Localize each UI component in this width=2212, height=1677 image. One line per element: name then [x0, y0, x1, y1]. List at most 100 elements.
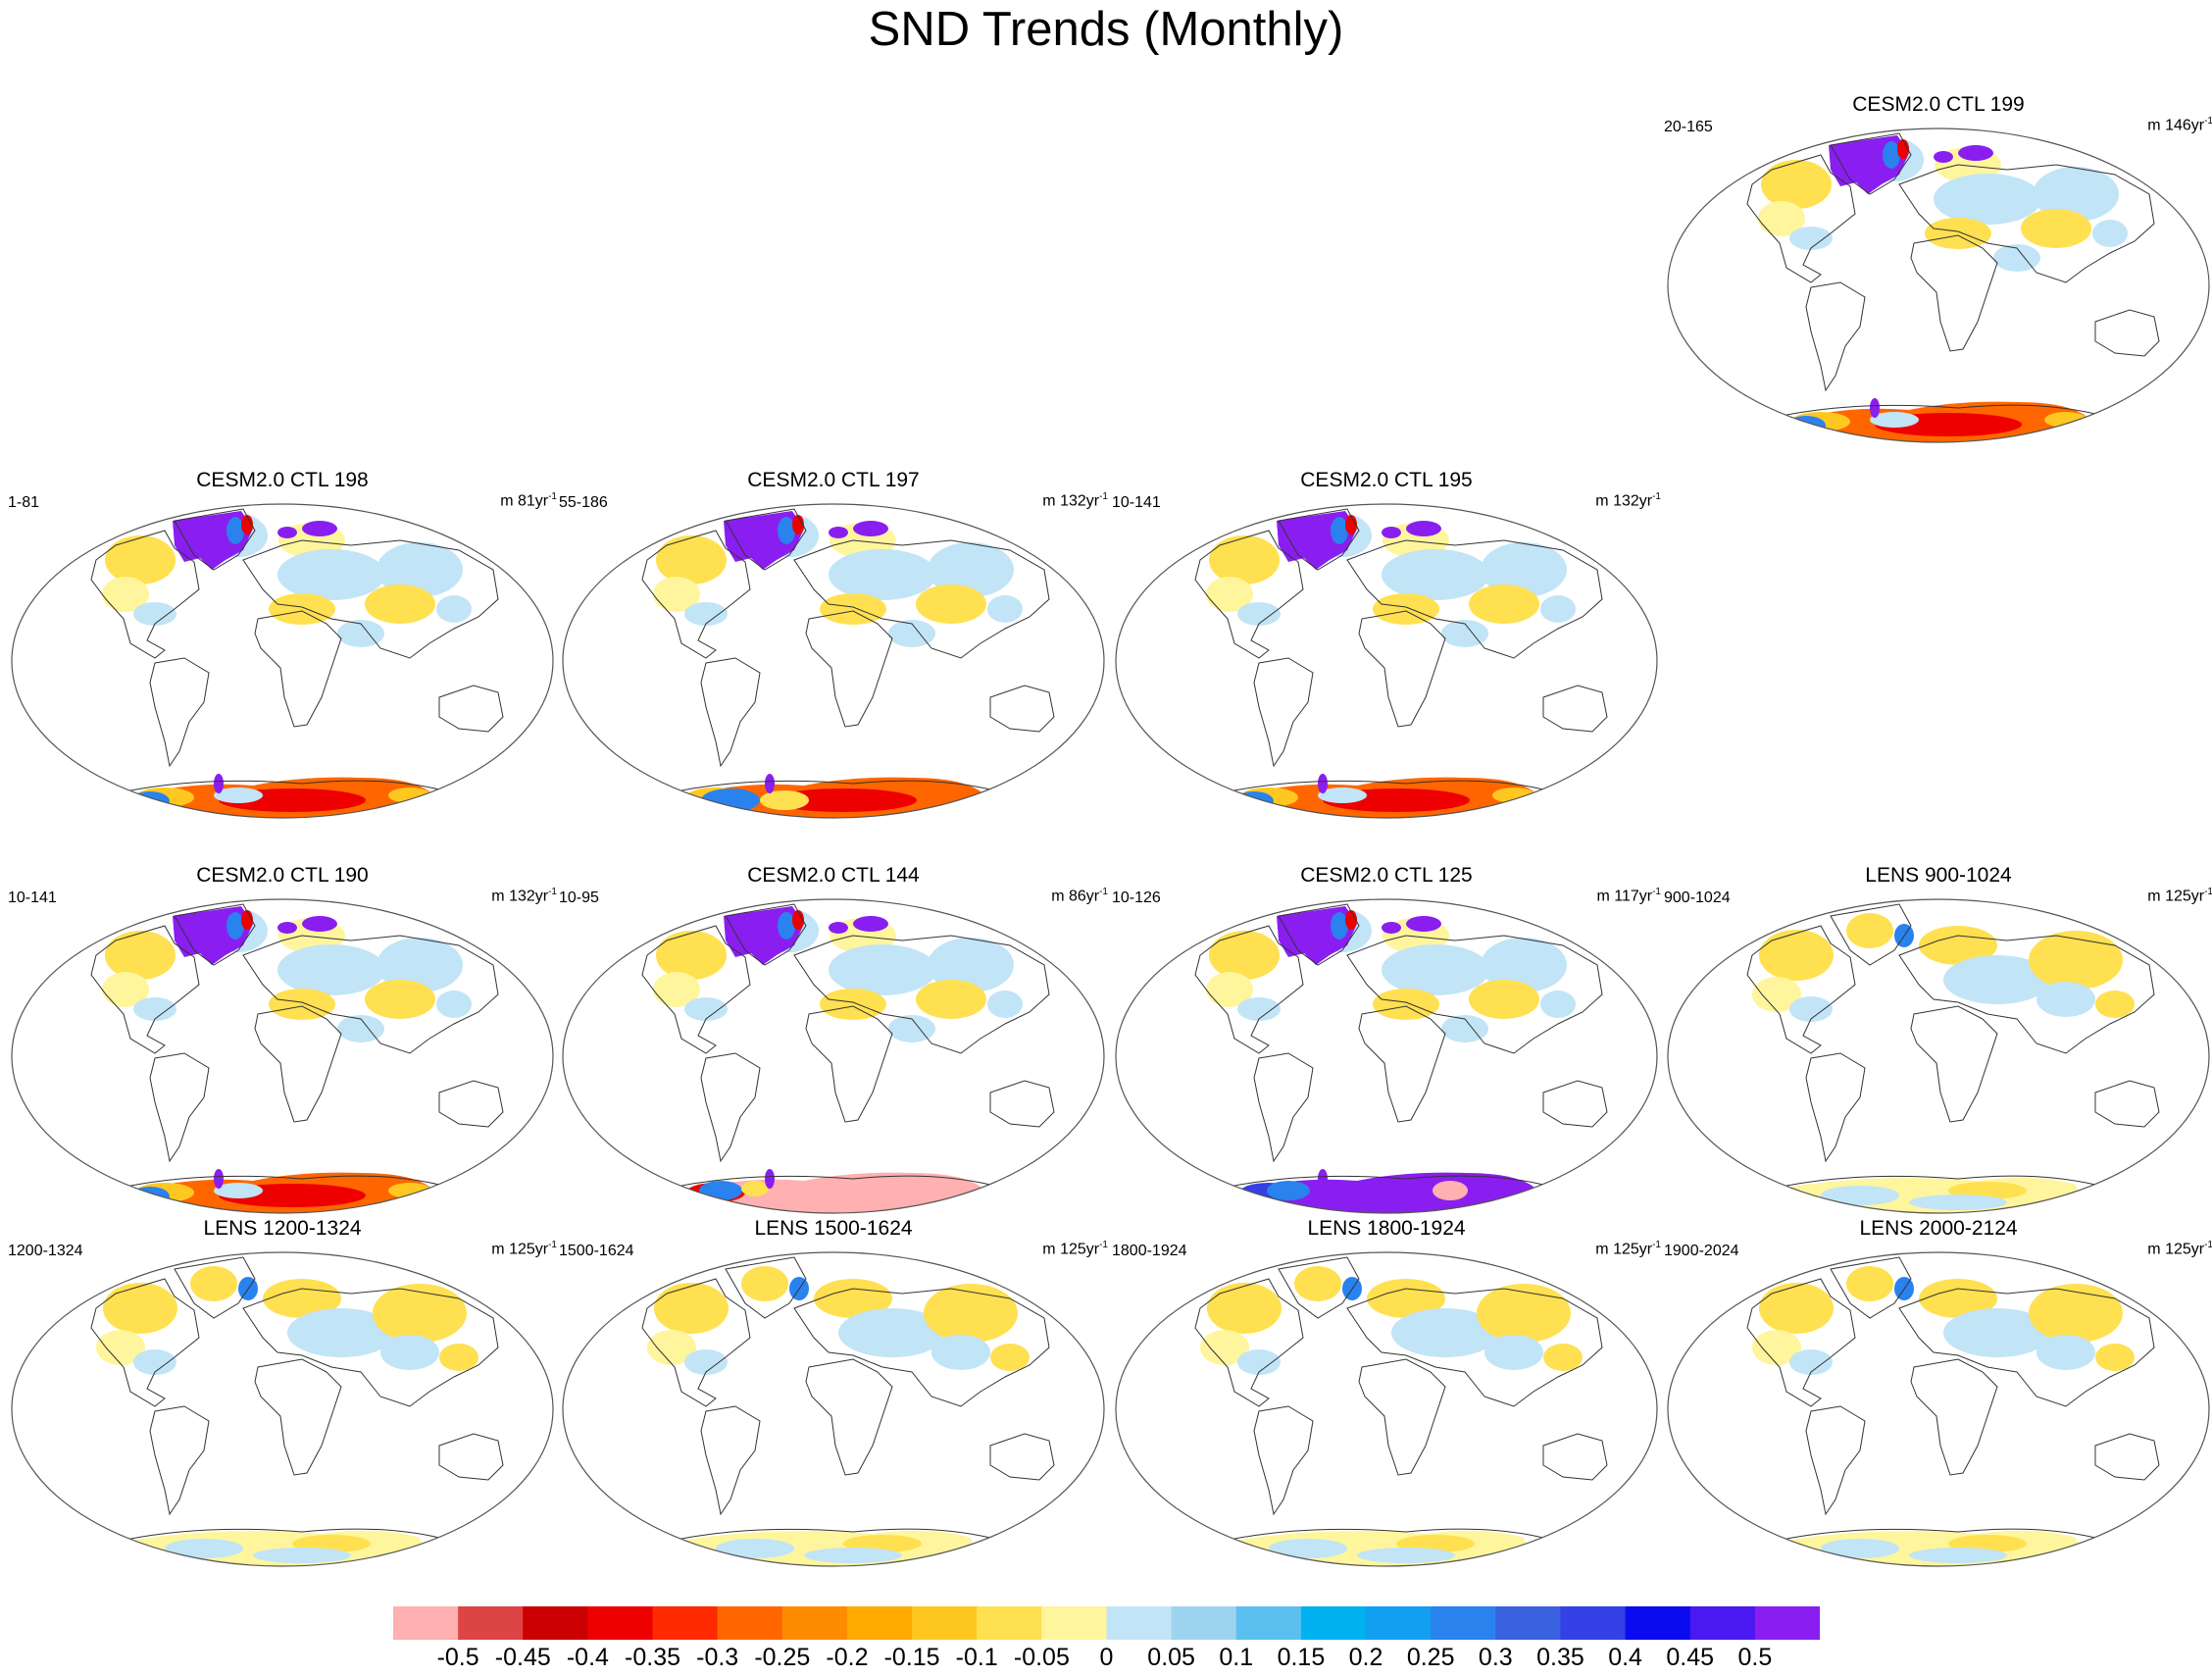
panel-title: CESM2.0 CTL 125 — [1300, 864, 1473, 887]
south-america-outline — [1253, 1405, 1314, 1516]
panel-units-text: m 125yr — [2147, 888, 2205, 905]
shading-patch — [1752, 1330, 1801, 1365]
shading-patch — [241, 910, 253, 930]
greenland-outline — [174, 903, 256, 966]
colorbar-tick-label: -0.25 — [754, 1644, 811, 1671]
south-america-outline — [1805, 1405, 1866, 1516]
colorbar-tick-label: 0.1 — [1219, 1644, 1254, 1671]
panel-units-text: m 132yr — [1042, 492, 1100, 510]
shading-patch — [1209, 931, 1280, 980]
shading-patch — [1477, 1284, 1571, 1343]
shading-patch — [165, 1539, 243, 1558]
shading-patch — [684, 1349, 728, 1375]
shading-patch — [253, 1548, 351, 1563]
shading-patch — [1382, 944, 1489, 995]
shading-patch — [1234, 791, 1274, 811]
colorbar-tick-label: 0.2 — [1348, 1644, 1383, 1671]
shading-patch — [1373, 593, 1439, 625]
shading-patch — [1897, 139, 1909, 159]
shading-patch — [1909, 1194, 2007, 1210]
colorbar-tick-label: 0 — [1099, 1644, 1114, 1671]
africa-outline — [254, 1005, 342, 1123]
shading-patch — [130, 791, 170, 811]
eurasia-outline — [1898, 164, 2155, 283]
colorbar-swatch — [977, 1606, 1042, 1640]
shading-patch — [241, 515, 253, 534]
colorbar-tick-label: 0.3 — [1478, 1644, 1513, 1671]
map-border — [1115, 1251, 1658, 1567]
panel-units-text: m 132yr — [491, 888, 549, 905]
shading-patch — [1543, 1344, 1583, 1371]
colorbar-tick-label: 0.25 — [1406, 1644, 1455, 1671]
shading-patch — [853, 916, 888, 932]
shading-patch — [302, 916, 337, 932]
south-america-outline — [149, 1052, 210, 1163]
panel-years-label: 10-95 — [559, 889, 599, 906]
shading-patch — [1759, 1283, 1834, 1334]
africa-outline — [1358, 1358, 1446, 1476]
shading-patch — [130, 1187, 170, 1206]
australia-outline — [989, 1433, 1055, 1481]
shading-patch — [1406, 916, 1441, 932]
shading-patch — [814, 1279, 892, 1318]
australia-outline — [2094, 309, 2160, 357]
map-border — [562, 898, 1105, 1214]
shading-patch — [1481, 542, 1567, 597]
shading-patch — [1345, 910, 1357, 930]
map-border — [11, 503, 554, 819]
colorbar-tick-label: -0.15 — [883, 1644, 940, 1671]
colorbar-tick-label: -0.35 — [625, 1644, 681, 1671]
south-america-outline — [149, 1405, 210, 1516]
map-border — [1115, 503, 1658, 819]
greenland-outline — [1278, 508, 1360, 571]
colorbar-swatch — [1171, 1606, 1237, 1640]
antarctica-outline — [125, 780, 440, 792]
shading-patch — [770, 788, 917, 812]
shading-patch — [765, 1169, 775, 1189]
panel-title: CESM2.0 CTL 198 — [196, 469, 369, 491]
map-border — [1667, 898, 2210, 1214]
shading-patch — [1540, 595, 1576, 623]
africa-outline — [1910, 1005, 1998, 1123]
australia-outline — [438, 1080, 504, 1128]
panel-units-exponent: -1 — [548, 887, 557, 897]
shading-patch — [1373, 989, 1439, 1020]
shading-patch — [2095, 1344, 2135, 1371]
panel-title: CESM2.0 CTL 197 — [747, 469, 920, 491]
antarctica-outline — [1229, 1528, 1544, 1541]
colorbar-swatch — [1366, 1606, 1432, 1640]
map-border — [1667, 1251, 2210, 1567]
map-border — [562, 1251, 1105, 1567]
shading-patch — [214, 1169, 224, 1189]
shading-patch — [96, 1330, 145, 1365]
panel-units-label: m 117yr-1 — [1596, 887, 1661, 905]
map-border — [11, 1251, 554, 1567]
shading-patch — [1993, 244, 2040, 272]
shading-patch — [1789, 227, 1833, 250]
shading-patch — [928, 938, 1014, 992]
shading-patch — [105, 535, 176, 584]
shading-patch — [741, 1181, 769, 1196]
greenland-outline — [174, 508, 256, 571]
shading-patch — [1269, 1539, 1347, 1558]
panel-units-exponent: -1 — [2204, 887, 2212, 897]
colorbar-swatch — [912, 1606, 978, 1640]
map-panel: LENS 2000-2124 1900-2024 m 125yr-1 — [1664, 1217, 2212, 1570]
colorbar-tick-label: 0.5 — [1737, 1644, 1773, 1671]
australia-outline — [1542, 1080, 1608, 1128]
panel-years-label: 900-1024 — [1664, 889, 1731, 906]
shading-patch — [2036, 982, 2095, 1017]
north-america-outline — [1194, 530, 1304, 659]
panel-units-label: m 125yr-1 — [2147, 1240, 2212, 1258]
panel-units-text: m 81yr — [500, 492, 549, 510]
shading-patch — [277, 944, 385, 995]
shading-patch — [653, 972, 700, 1007]
antarctica-outline — [1229, 780, 1544, 792]
greenland-outline — [725, 903, 807, 966]
shading-patch — [105, 931, 176, 980]
north-america-outline — [1746, 1278, 1856, 1407]
panel-years-label: 20-165 — [1664, 119, 1713, 135]
map-svg — [11, 898, 554, 1214]
shading-patch — [436, 991, 472, 1018]
shading-patch — [1382, 922, 1401, 934]
